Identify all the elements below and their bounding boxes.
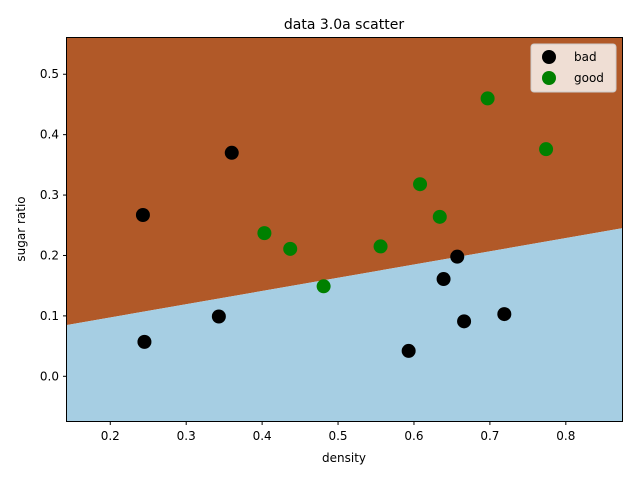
- point-good: [432, 209, 447, 224]
- legend-label-bad: bad: [574, 50, 597, 64]
- legend-marker-bad: [542, 50, 556, 64]
- legend: bad good: [530, 43, 617, 93]
- region-below: [67, 228, 622, 421]
- y-tick-label: 0.2: [40, 248, 59, 262]
- x-tick-label: 0.8: [556, 429, 575, 443]
- x-axis: 0.2 0.3 0.4 0.5 0.6 0.7 0.8: [101, 421, 575, 443]
- plot-frame: [66, 37, 623, 422]
- point-bad: [401, 343, 416, 358]
- y-axis: 0.0 0.1 0.2 0.3 0.4 0.5: [40, 67, 67, 383]
- chart-title: data 3.0a scatter: [284, 17, 404, 33]
- legend-marker-good: [542, 71, 556, 85]
- y-tick-label: 0.1: [40, 309, 59, 323]
- point-bad: [457, 314, 472, 329]
- y-tick-label: 0.0: [40, 369, 59, 383]
- point-bad: [137, 334, 152, 349]
- point-bad: [497, 307, 512, 322]
- y-axis-label: sugar ratio: [14, 196, 28, 261]
- point-good: [283, 241, 298, 256]
- x-tick-label: 0.2: [101, 429, 120, 443]
- y-tick-label: 0.4: [40, 128, 59, 142]
- decision-regions: [67, 38, 622, 421]
- data-points: [135, 91, 554, 358]
- point-good: [257, 226, 272, 241]
- point-bad: [450, 249, 465, 264]
- point-bad: [211, 309, 226, 324]
- y-tick-label: 0.5: [40, 67, 59, 81]
- legend-label-good: good: [574, 71, 604, 85]
- x-tick-label: 0.6: [404, 429, 423, 443]
- point-good: [413, 177, 428, 192]
- y-tick-label: 0.3: [40, 188, 59, 202]
- point-good: [373, 239, 388, 254]
- point-bad: [224, 145, 239, 160]
- point-bad: [135, 208, 150, 223]
- x-tick-label: 0.3: [177, 429, 196, 443]
- point-bad: [436, 272, 451, 287]
- x-tick-label: 0.4: [253, 429, 272, 443]
- point-good: [539, 142, 554, 157]
- x-tick-label: 0.7: [480, 429, 499, 443]
- point-good: [316, 279, 331, 294]
- region-above: [67, 38, 622, 325]
- x-axis-label: density: [322, 451, 366, 465]
- point-good: [480, 91, 495, 106]
- x-tick-label: 0.5: [328, 429, 347, 443]
